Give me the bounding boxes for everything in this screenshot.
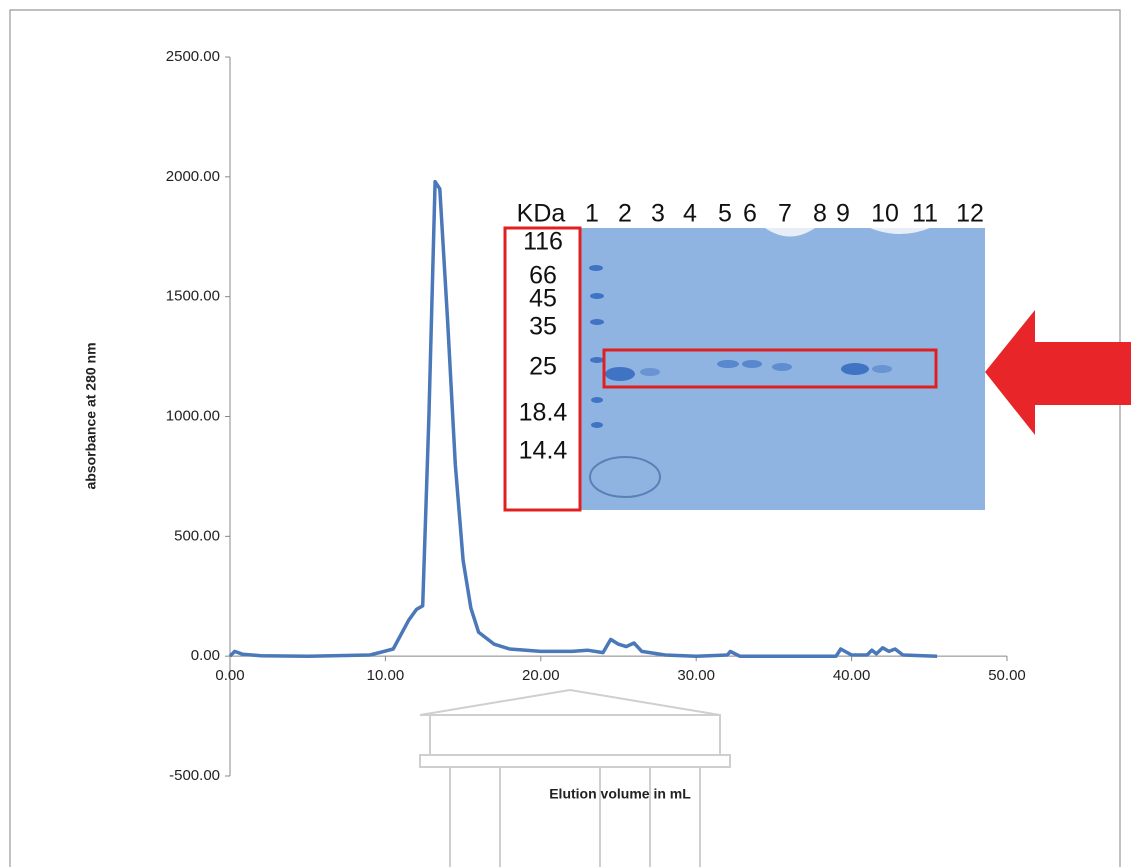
lane-label: 9	[836, 200, 850, 228]
y-axis-title: absorbance at 280 nm	[83, 342, 99, 489]
lane-label: 7	[778, 200, 792, 228]
y-tick-label: -500.00	[169, 767, 220, 784]
lane-label: 1	[585, 200, 599, 228]
y-tick-label: 1000.00	[166, 407, 220, 424]
x-tick-label: 40.00	[833, 667, 871, 684]
marker-label: 25	[529, 353, 557, 381]
lane-label: 3	[651, 200, 665, 228]
y-tick-label: 2000.00	[166, 168, 220, 185]
marker-label: 35	[529, 313, 557, 341]
x-tick-label: 50.00	[988, 667, 1026, 684]
marker-label: 116	[523, 228, 563, 256]
x-tick-label: 20.00	[522, 667, 560, 684]
lane-label: 2	[618, 200, 632, 228]
arrow	[985, 310, 1131, 435]
y-tick-label: 1500.00	[166, 288, 220, 305]
x-axis-title: Elution volume in mL	[549, 786, 691, 802]
lane-label: 4	[683, 200, 697, 228]
lane-label: 10	[871, 200, 899, 228]
lane-label: 6	[743, 200, 757, 228]
gel-image	[580, 228, 985, 510]
lane-label: 8	[813, 200, 827, 228]
y-tick-label: 0.00	[191, 647, 220, 664]
x-tick-label: 30.00	[677, 667, 715, 684]
watermark	[420, 690, 730, 867]
x-tick-label: 10.00	[367, 667, 405, 684]
y-tick-label: 2500.00	[166, 48, 220, 65]
lane-label: 12	[956, 200, 984, 228]
lane-label: 11	[912, 200, 938, 228]
x-tick-label: 0.00	[215, 667, 244, 684]
y-tick-label: 500.00	[174, 527, 220, 544]
chart: absorbance at 280 nm Elution volume in m…	[0, 0, 1131, 867]
marker-label: 18.4	[519, 399, 568, 427]
gel-unit: KDa	[517, 200, 566, 228]
marker-label: 45	[529, 285, 557, 313]
lane-label: 5	[718, 200, 732, 228]
marker-label: 14.4	[519, 437, 568, 465]
